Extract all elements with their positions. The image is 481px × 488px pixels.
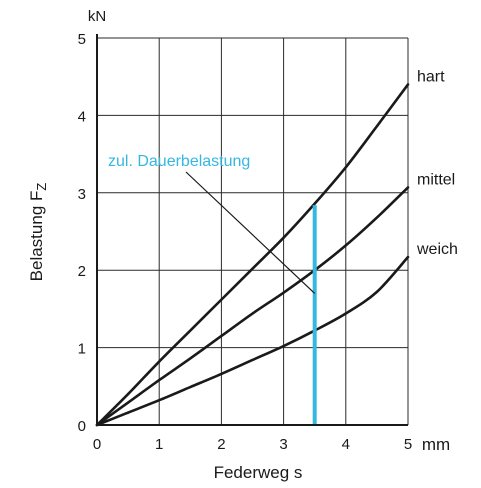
tick-labels: 0 1 2 3 4 5 0 1 2 3 4 5 (78, 31, 413, 453)
y-axis-label-subscript: Z (34, 183, 49, 191)
annotation (185, 171, 317, 425)
y-axis-label-main: Belastung F (27, 191, 46, 282)
series-line-hart (95, 83, 410, 427)
y-axis-label: Belastung FZ (27, 183, 49, 282)
x-axis-label: Federweg s (214, 463, 303, 482)
x-tick-label-2: 2 (217, 436, 225, 453)
y-tick-label-3: 3 (78, 186, 86, 203)
y-tick-label-4: 4 (78, 108, 86, 125)
series-label-mittel: mittel (417, 171, 455, 188)
y-tick-label-1: 1 (78, 341, 86, 358)
grid (97, 37, 409, 425)
annotation-text: zul. Dauerbelastung (108, 153, 250, 170)
annotation-leader-line (185, 171, 316, 294)
y-tick-label-5: 5 (78, 31, 86, 48)
series-label-hart: hart (417, 68, 445, 85)
y-tick-label-2: 2 (78, 263, 86, 280)
series-line-weich (95, 255, 410, 427)
x-tick-label-5: 5 (404, 436, 412, 453)
series-line-mittel (95, 186, 410, 427)
series-labels: hart mittel weich (416, 68, 458, 258)
axes (96, 34, 408, 426)
x-tick-label-4: 4 (342, 436, 350, 453)
series-lines (95, 83, 410, 427)
x-tick-label-0: 0 (93, 436, 101, 453)
series-label-weich: weich (416, 241, 458, 258)
x-tick-label-3: 3 (279, 436, 287, 453)
x-unit-label: mm (422, 435, 450, 454)
x-tick-label-1: 1 (155, 436, 163, 453)
y-tick-label-0: 0 (78, 418, 86, 435)
y-unit-label: kN (88, 8, 106, 25)
